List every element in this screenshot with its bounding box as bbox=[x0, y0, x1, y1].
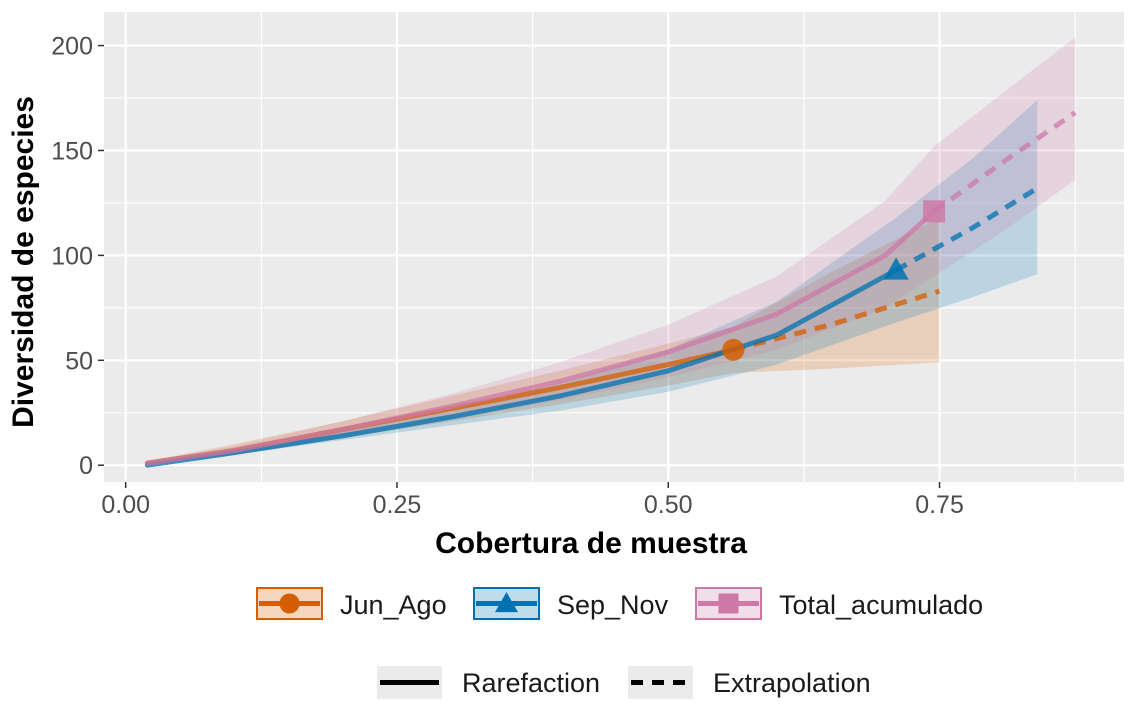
legend-item-rarefaction: Rarefaction bbox=[377, 666, 600, 699]
y-tick-label: 100 bbox=[51, 242, 93, 270]
legend-label: Sep_Nov bbox=[557, 590, 669, 620]
x-axis-ticks: 0.00 0.25 0.50 0.75 bbox=[101, 482, 964, 519]
line-rarefaction-total-acumulado bbox=[144, 208, 937, 466]
legend-item-sep-nov: Sep_Nov bbox=[473, 587, 669, 620]
grid-major bbox=[104, 12, 1124, 482]
legend-square-icon bbox=[718, 593, 739, 614]
legend-item-total-acumulado: Total_acumulado bbox=[695, 587, 983, 620]
y-tick-label: 150 bbox=[51, 137, 93, 165]
legend-circle-icon bbox=[279, 593, 300, 614]
x-tick-label: 0.50 bbox=[644, 491, 693, 519]
legend-item-extrapolation: Extrapolation bbox=[628, 666, 871, 699]
line-rarefaction-sep-nov bbox=[144, 267, 899, 468]
x-tick-label: 0.75 bbox=[915, 491, 964, 519]
legend-label: Rarefaction bbox=[462, 668, 600, 698]
y-axis-title: Diversidad de especies bbox=[7, 96, 40, 428]
legend-label: Total_acumulado bbox=[779, 590, 983, 620]
band-extrapolation-sep-nov bbox=[896, 100, 1038, 323]
grid-minor bbox=[104, 12, 1124, 482]
line-extrapolation-jun-ago bbox=[732, 288, 941, 353]
marker-observed-jun-ago bbox=[722, 338, 745, 361]
legend-groups: Jun_Ago Sep_Nov Total_acumulado bbox=[256, 587, 983, 620]
legend-label: Jun_Ago bbox=[340, 590, 447, 620]
line-extrapolation-sep-nov bbox=[894, 186, 1039, 273]
observed-markers bbox=[722, 200, 946, 361]
series-lines bbox=[144, 110, 1077, 468]
x-tick-label: 0.25 bbox=[373, 491, 422, 519]
marker-observed-total-acumulado bbox=[923, 200, 946, 223]
y-axis-ticks: 0 50 100 150 200 bbox=[51, 33, 104, 480]
band-rarefaction-jun-ago bbox=[147, 326, 734, 466]
legend-item-jun-ago: Jun_Ago bbox=[256, 587, 447, 620]
band-rarefaction-sep-nov bbox=[147, 217, 897, 466]
y-tick-label: 200 bbox=[51, 33, 93, 61]
y-tick-label: 0 bbox=[79, 452, 93, 480]
band-extrapolation-total-acumulado bbox=[934, 37, 1076, 277]
legend-methods: Rarefaction Extrapolation bbox=[377, 666, 871, 699]
marker-observed-sep-nov bbox=[883, 257, 909, 280]
x-tick-label: 0.00 bbox=[101, 491, 150, 519]
x-axis-title: Cobertura de muestra bbox=[435, 527, 747, 560]
line-extrapolation-total-acumulado bbox=[932, 110, 1077, 214]
legend-triangle-icon bbox=[495, 592, 518, 613]
y-tick-label: 50 bbox=[65, 347, 93, 375]
plot-panel bbox=[104, 12, 1124, 482]
legend-label: Extrapolation bbox=[713, 668, 871, 698]
